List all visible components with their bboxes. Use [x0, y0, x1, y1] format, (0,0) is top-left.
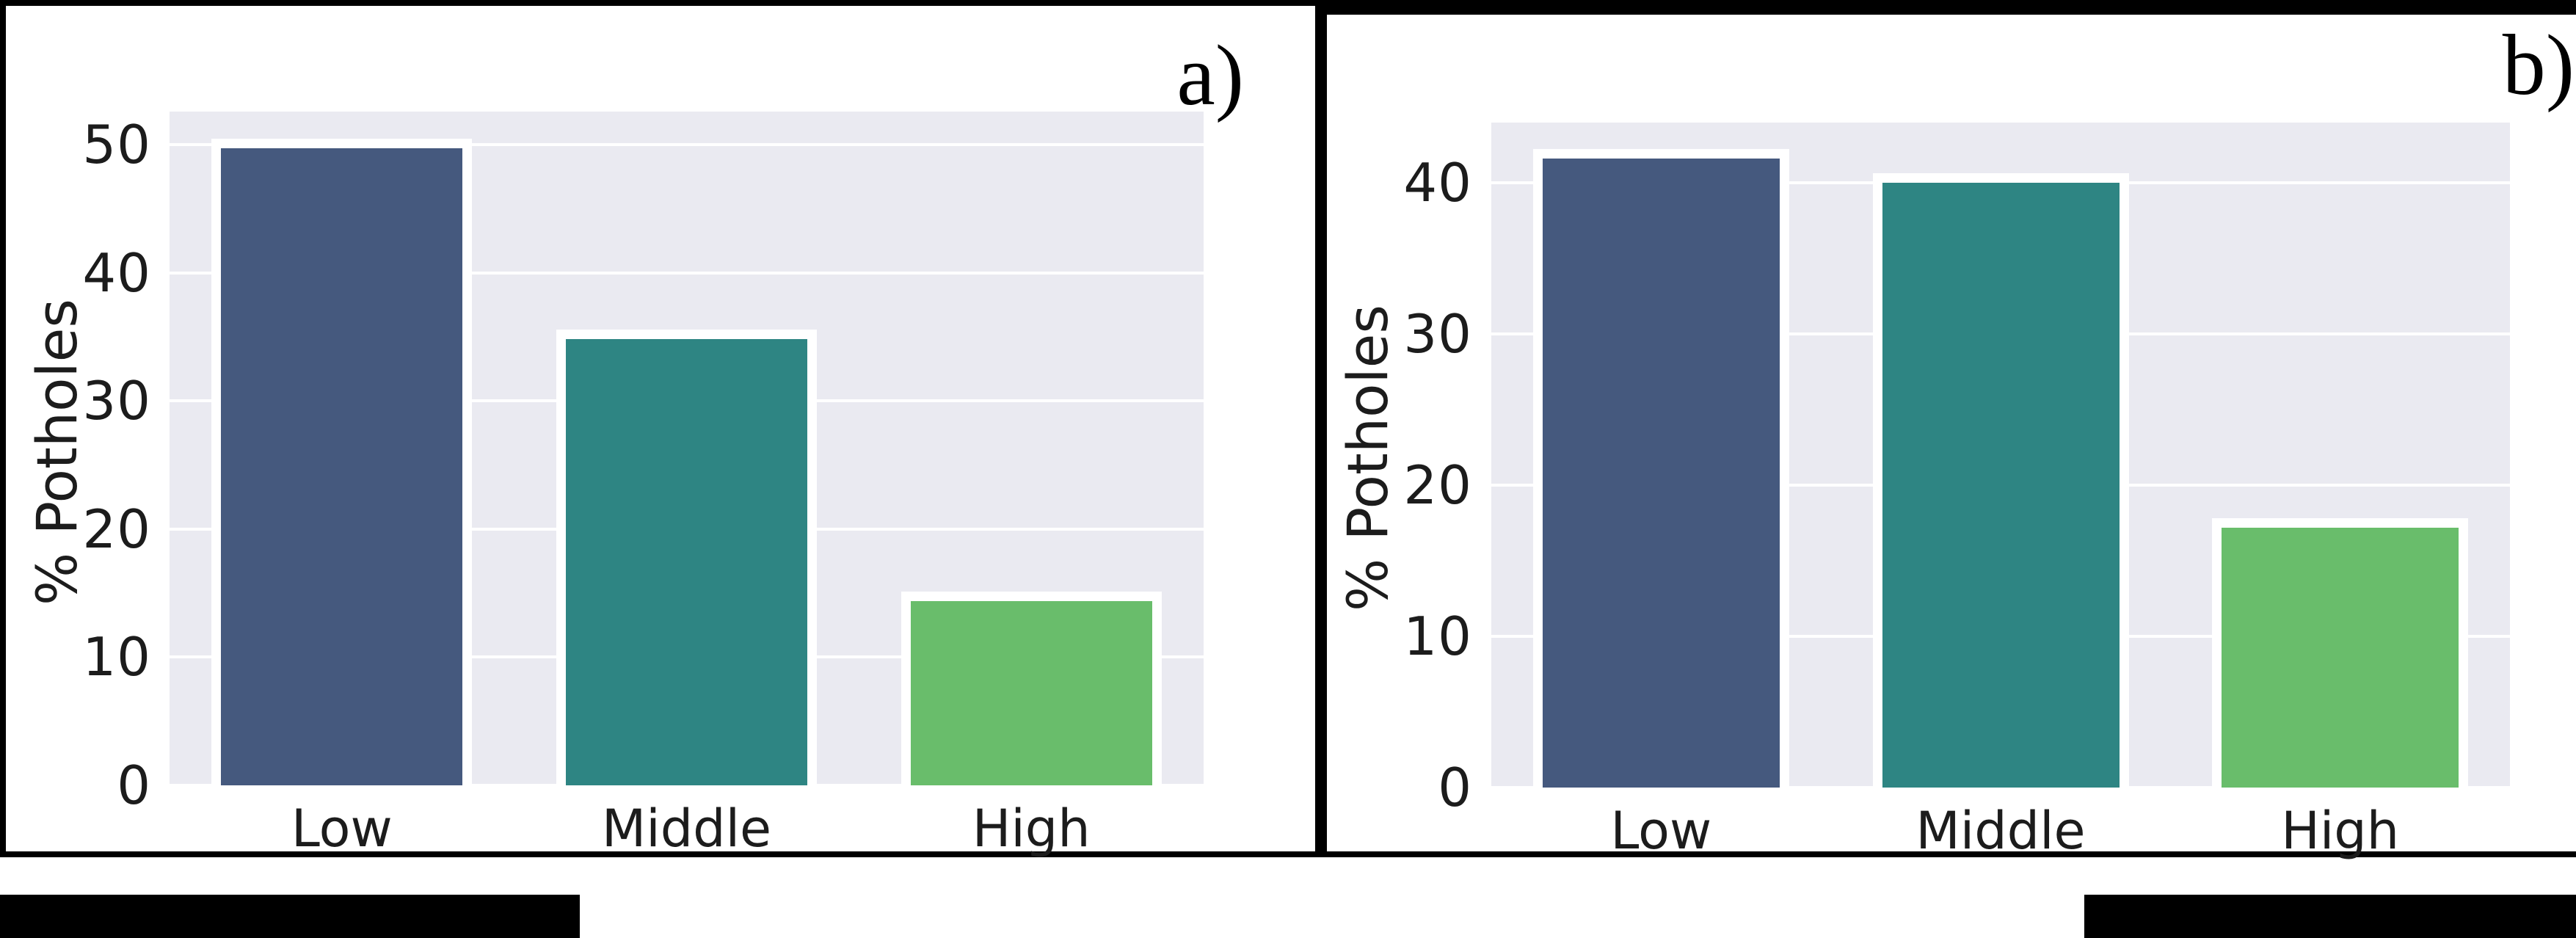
y-tick-label: 10	[82, 626, 151, 688]
x-tick-label: High	[2281, 801, 2400, 861]
x-tick-label: Low	[291, 799, 393, 859]
x-tick-label: High	[972, 799, 1091, 859]
y-tick-label: 30	[1403, 303, 1472, 366]
gridline	[170, 143, 1204, 147]
y-tick-label: 20	[82, 498, 151, 560]
y-axis-label-b: % Potholes	[1335, 305, 1400, 611]
x-tick-label: Low	[1610, 801, 1712, 861]
y-tick-label: 40	[1403, 152, 1472, 214]
y-tick-label: 50	[82, 114, 151, 176]
bar-low	[211, 139, 472, 785]
panel-label-b: b)	[2502, 17, 2575, 113]
y-axis-label-a: % Potholes	[24, 299, 90, 606]
y-tick-label: 0	[117, 755, 151, 816]
bar-high	[901, 592, 1162, 785]
y-tick-label: 10	[1403, 606, 1472, 668]
gridline	[170, 271, 1204, 275]
y-tick-label: 40	[82, 241, 151, 304]
y-tick-label: 30	[82, 370, 151, 432]
bar-low	[1533, 149, 1789, 788]
gridline	[170, 784, 1204, 787]
y-tick-label: 20	[1403, 454, 1472, 517]
bar-middle	[556, 330, 817, 785]
x-tick-label: Middle	[601, 799, 772, 859]
redacted-caption-left	[0, 895, 580, 938]
panel-label-a: a)	[1176, 27, 1244, 123]
bar-middle	[1873, 173, 2129, 788]
bar-high	[2212, 518, 2468, 788]
y-tick-label: 0	[1438, 757, 1472, 818]
gridline	[1491, 786, 2510, 789]
x-tick-label: Middle	[1915, 801, 2086, 861]
redacted-caption-right	[2084, 895, 2576, 938]
